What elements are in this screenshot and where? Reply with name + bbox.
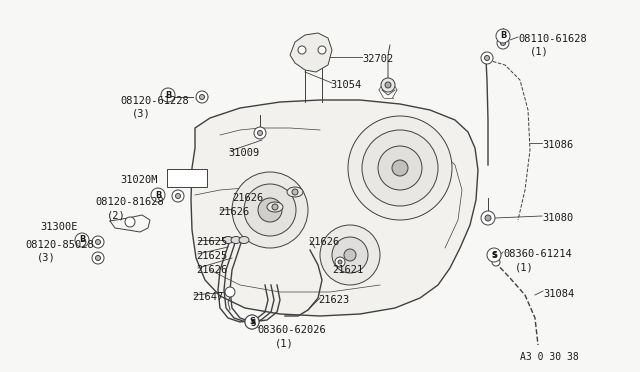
Text: 21626: 21626 (218, 207, 249, 217)
Circle shape (92, 236, 104, 248)
Circle shape (254, 127, 266, 139)
Text: 31080: 31080 (542, 213, 573, 223)
Text: 21647: 21647 (192, 292, 223, 302)
Circle shape (200, 94, 205, 99)
Text: (1): (1) (515, 262, 534, 272)
Text: 08110-61628: 08110-61628 (518, 34, 587, 44)
Circle shape (318, 46, 326, 54)
Circle shape (381, 78, 395, 92)
Circle shape (497, 37, 509, 49)
Circle shape (161, 88, 175, 102)
Circle shape (362, 130, 438, 206)
Text: 21625: 21625 (196, 237, 227, 247)
Circle shape (125, 217, 135, 227)
Text: 31086: 31086 (542, 140, 573, 150)
Ellipse shape (267, 202, 283, 212)
Circle shape (385, 82, 391, 88)
Text: (3): (3) (132, 109, 151, 119)
Text: (2): (2) (107, 210, 125, 220)
Text: 31084: 31084 (543, 289, 574, 299)
Text: S: S (249, 317, 255, 327)
Text: 21623: 21623 (318, 295, 349, 305)
Circle shape (481, 211, 495, 225)
Text: S: S (250, 318, 256, 327)
Circle shape (249, 319, 255, 325)
Text: 31009: 31009 (228, 148, 259, 158)
Circle shape (95, 240, 100, 244)
Circle shape (225, 287, 235, 297)
Text: 21626: 21626 (232, 193, 263, 203)
Text: 08360-61214: 08360-61214 (503, 249, 572, 259)
Text: (1): (1) (530, 47, 548, 57)
Circle shape (151, 188, 165, 202)
Circle shape (344, 249, 356, 261)
Text: 08120-81628: 08120-81628 (95, 197, 164, 207)
Circle shape (488, 249, 500, 261)
Circle shape (75, 233, 89, 247)
Text: S: S (492, 252, 497, 258)
Circle shape (245, 315, 259, 329)
Circle shape (258, 198, 282, 222)
Circle shape (378, 146, 422, 190)
Text: 31020M: 31020M (120, 175, 157, 185)
Circle shape (492, 253, 497, 257)
Circle shape (272, 204, 278, 210)
Circle shape (484, 55, 490, 61)
Circle shape (232, 172, 308, 248)
Text: B: B (79, 235, 85, 244)
Circle shape (481, 52, 493, 64)
Text: B: B (500, 32, 506, 41)
Text: 08120-85028: 08120-85028 (25, 240, 93, 250)
Circle shape (257, 131, 262, 135)
Circle shape (348, 116, 452, 220)
Circle shape (496, 29, 510, 43)
Circle shape (175, 193, 180, 199)
Text: B: B (165, 90, 171, 99)
Text: A3 0 30 38: A3 0 30 38 (520, 352, 579, 362)
Circle shape (244, 184, 296, 236)
Polygon shape (290, 33, 332, 72)
Circle shape (500, 41, 506, 45)
Text: B: B (155, 190, 161, 199)
Ellipse shape (231, 237, 241, 244)
Text: 08120-61228: 08120-61228 (120, 96, 189, 106)
Circle shape (487, 248, 501, 262)
Text: 08360-62026: 08360-62026 (257, 325, 326, 335)
Circle shape (332, 237, 368, 273)
Circle shape (95, 256, 100, 260)
Text: 31300E: 31300E (40, 222, 77, 232)
Polygon shape (191, 100, 478, 316)
Circle shape (338, 260, 342, 264)
Circle shape (392, 160, 408, 176)
Circle shape (292, 189, 298, 195)
Circle shape (92, 252, 104, 264)
Ellipse shape (287, 187, 303, 197)
Circle shape (196, 91, 208, 103)
Circle shape (485, 215, 491, 221)
Circle shape (172, 190, 184, 202)
Ellipse shape (239, 237, 249, 244)
Text: 31054: 31054 (330, 80, 361, 90)
Text: 21626: 21626 (196, 265, 227, 275)
Circle shape (298, 46, 306, 54)
Text: (3): (3) (37, 253, 56, 263)
Text: S: S (491, 250, 497, 260)
Text: 32702: 32702 (362, 54, 393, 64)
Text: (1): (1) (275, 338, 294, 348)
Text: 21626: 21626 (308, 237, 339, 247)
Circle shape (320, 225, 380, 285)
Circle shape (245, 315, 259, 329)
Circle shape (335, 257, 345, 267)
Text: 21621: 21621 (332, 265, 364, 275)
Circle shape (492, 258, 500, 266)
Ellipse shape (223, 237, 233, 244)
Text: 21625: 21625 (196, 251, 227, 261)
FancyBboxPatch shape (167, 169, 207, 187)
